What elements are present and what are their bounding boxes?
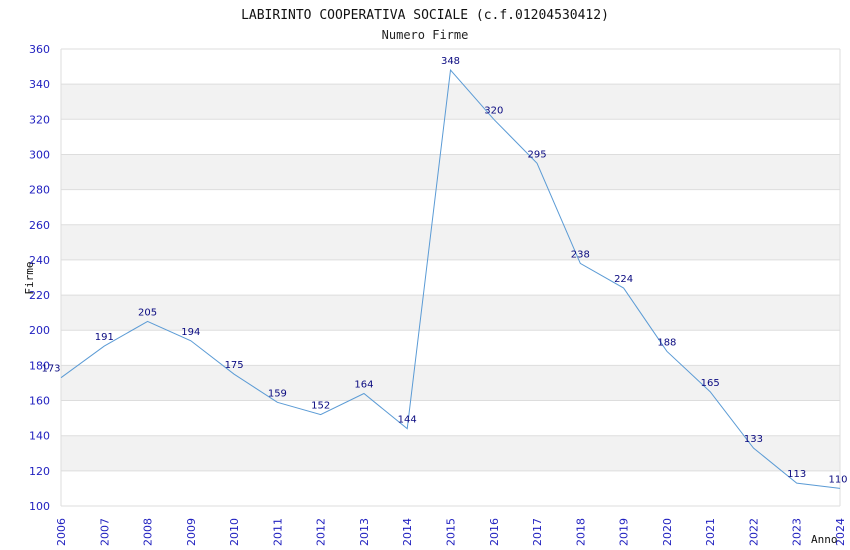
data-label: 159 [268, 388, 287, 399]
data-label: 320 [484, 105, 503, 116]
y-tick-label: 180 [29, 359, 50, 372]
data-label: 110 [828, 474, 847, 485]
y-tick-label: 280 [29, 184, 50, 197]
plot-band [61, 295, 840, 331]
data-label: 133 [744, 434, 763, 445]
x-tick-label: 2022 [747, 518, 760, 546]
x-tick-label: 2006 [55, 518, 68, 546]
chart-title: LABIRINTO COOPERATIVA SOCIALE (c.f.01204… [241, 8, 609, 23]
x-axis-label: Anno [811, 533, 838, 546]
x-tick-label: 2012 [315, 518, 328, 546]
y-tick-label: 360 [29, 43, 50, 56]
data-label: 295 [528, 149, 547, 160]
data-label: 165 [701, 378, 720, 389]
plot-band [61, 365, 840, 401]
y-tick-label: 220 [29, 289, 50, 302]
y-axis-ticks: 100 120 140 160 180 200 220 240 260 280 300 320 340 3… [29, 43, 50, 513]
x-tick-label: 2008 [142, 518, 155, 546]
x-tick-label: 2010 [228, 518, 241, 546]
y-axis-label: Firme [23, 261, 36, 294]
plot-band [61, 224, 840, 260]
plot-band [61, 84, 840, 120]
y-tick-label: 100 [29, 500, 50, 513]
y-tick-label: 140 [29, 430, 50, 443]
x-tick-label: 2023 [791, 518, 804, 546]
x-tick-label: 2018 [574, 518, 587, 546]
x-tick-label: 2007 [98, 518, 111, 546]
x-axis-ticks: 2006 2007 2008 2009 2010 2011 2012 2013 2014 2015… [55, 518, 847, 546]
plot-background-bands [61, 84, 840, 471]
y-tick-label: 300 [29, 148, 50, 161]
y-tick-label: 160 [29, 395, 50, 408]
y-tick-label: 320 [29, 113, 50, 126]
x-tick-label: 2014 [401, 518, 414, 546]
data-labels: 173 191 205 194 175 159 152 164 144 348 320 295 238 2… [41, 56, 847, 485]
chart-subtitle: Numero Firme [382, 28, 469, 42]
data-label: 173 [41, 364, 60, 375]
plot-band [61, 435, 840, 471]
x-tick-label: 2020 [661, 518, 674, 546]
x-tick-label: 2019 [618, 518, 631, 546]
y-tick-label: 200 [29, 324, 50, 337]
y-tick-label: 120 [29, 465, 50, 478]
data-label: 144 [398, 415, 417, 426]
y-tick-label: 240 [29, 254, 50, 267]
x-tick-label: 2021 [704, 518, 717, 546]
data-label: 238 [571, 249, 590, 260]
x-tick-label: 2013 [358, 518, 371, 546]
gridlines [60, 48, 841, 507]
data-label: 348 [441, 56, 460, 67]
data-label: 191 [95, 332, 114, 343]
data-label: 152 [311, 401, 330, 412]
y-tick-label: 340 [29, 78, 50, 91]
x-tick-label: 2024 [834, 518, 847, 546]
data-label: 175 [225, 360, 244, 371]
plot-band [61, 154, 840, 190]
x-tick-label: 2017 [531, 518, 544, 546]
y-tick-label: 260 [29, 219, 50, 232]
data-label: 188 [657, 337, 676, 348]
series-line-group [60, 68, 841, 489]
data-label: 205 [138, 307, 157, 318]
series-line [60, 68, 841, 489]
x-tick-label: 2011 [271, 518, 284, 546]
x-tick-label: 2015 [445, 518, 458, 546]
data-label: 164 [354, 380, 373, 391]
data-label: 194 [181, 327, 200, 338]
data-label: 113 [787, 469, 806, 480]
x-tick-label: 2009 [185, 518, 198, 546]
x-tick-label: 2016 [488, 518, 501, 546]
data-label: 224 [614, 274, 633, 285]
